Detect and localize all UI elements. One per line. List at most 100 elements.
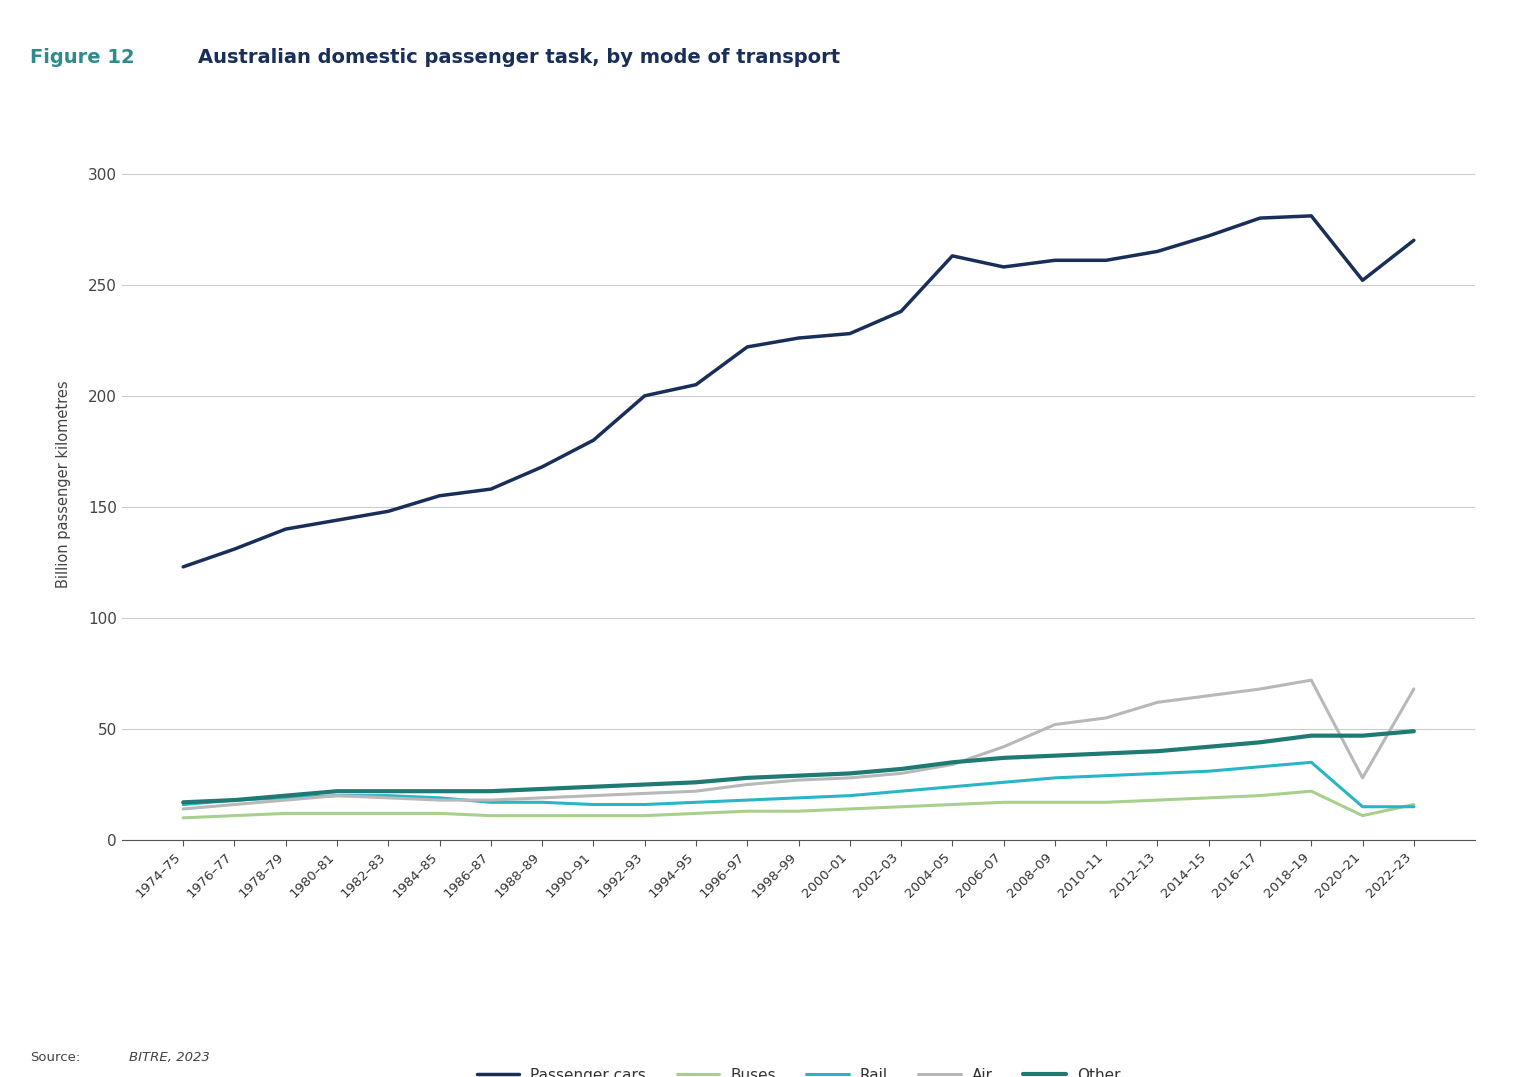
Other xyxy=(584,780,602,793)
Y-axis label: Billion passenger kilometres: Billion passenger kilometres xyxy=(56,381,71,588)
Line: Buses: Buses xyxy=(183,792,1415,817)
Air xyxy=(277,794,295,807)
Passenger cars xyxy=(225,543,243,556)
Air xyxy=(1302,674,1320,687)
Rail xyxy=(789,792,808,805)
Buses xyxy=(1250,789,1269,802)
Rail xyxy=(225,794,243,807)
Text: Source:: Source: xyxy=(30,1051,81,1064)
Air xyxy=(225,798,243,811)
Buses xyxy=(532,809,551,822)
Other xyxy=(277,789,295,802)
Other xyxy=(482,785,500,798)
Other xyxy=(1148,745,1167,758)
Text: Australian domestic passenger task, by mode of transport: Australian domestic passenger task, by m… xyxy=(198,48,840,68)
Rail xyxy=(1250,760,1269,773)
Air xyxy=(482,794,500,807)
Legend: Passenger cars, Buses, Rail, Air, Other: Passenger cars, Buses, Rail, Air, Other xyxy=(470,1061,1127,1077)
Air xyxy=(532,792,551,805)
Rail xyxy=(841,789,859,802)
Line: Rail: Rail xyxy=(183,763,1415,807)
Air xyxy=(379,792,397,805)
Rail xyxy=(1148,767,1167,780)
Rail xyxy=(329,789,347,802)
Air xyxy=(738,778,756,791)
Buses xyxy=(277,807,295,820)
Passenger cars xyxy=(1097,254,1115,267)
Passenger cars xyxy=(1200,229,1218,242)
Rail xyxy=(532,796,551,809)
Air xyxy=(789,773,808,786)
Rail xyxy=(738,794,756,807)
Rail xyxy=(1097,769,1115,782)
Text: Figure 12: Figure 12 xyxy=(30,48,135,68)
Buses xyxy=(173,811,192,824)
Rail xyxy=(687,796,706,809)
Rail xyxy=(1405,800,1424,813)
Passenger cars xyxy=(532,461,551,474)
Passenger cars xyxy=(1046,254,1065,267)
Other xyxy=(1200,740,1218,753)
Buses xyxy=(584,809,602,822)
Rail xyxy=(636,798,654,811)
Rail xyxy=(1354,800,1372,813)
Text: BITRE, 2023: BITRE, 2023 xyxy=(129,1051,210,1064)
Air xyxy=(173,802,192,815)
Buses xyxy=(943,798,961,811)
Passenger cars xyxy=(738,340,756,353)
Rail xyxy=(891,785,910,798)
Other xyxy=(789,769,808,782)
Other xyxy=(1250,736,1269,749)
Rail xyxy=(584,798,602,811)
Buses xyxy=(891,800,910,813)
Air xyxy=(995,740,1013,753)
Air xyxy=(1354,771,1372,784)
Passenger cars xyxy=(1405,234,1424,247)
Buses xyxy=(687,807,706,820)
Air xyxy=(584,789,602,802)
Buses xyxy=(482,809,500,822)
Passenger cars xyxy=(789,332,808,345)
Passenger cars xyxy=(687,378,706,391)
Passenger cars xyxy=(482,482,500,495)
Air xyxy=(329,789,347,802)
Rail xyxy=(482,796,500,809)
Line: Passenger cars: Passenger cars xyxy=(183,215,1415,567)
Passenger cars xyxy=(943,250,961,263)
Other xyxy=(891,763,910,775)
Line: Air: Air xyxy=(183,681,1415,809)
Passenger cars xyxy=(277,522,295,535)
Line: Other: Other xyxy=(183,731,1415,802)
Rail xyxy=(277,792,295,805)
Buses xyxy=(841,802,859,815)
Passenger cars xyxy=(1148,244,1167,257)
Other xyxy=(1302,729,1320,742)
Passenger cars xyxy=(1354,274,1372,286)
Other xyxy=(1405,725,1424,738)
Other xyxy=(1097,747,1115,760)
Buses xyxy=(225,809,243,822)
Air xyxy=(891,767,910,780)
Buses xyxy=(1097,796,1115,809)
Buses xyxy=(379,807,397,820)
Buses xyxy=(789,805,808,817)
Other xyxy=(329,785,347,798)
Rail xyxy=(1046,771,1065,784)
Buses xyxy=(1046,796,1065,809)
Passenger cars xyxy=(891,305,910,318)
Rail xyxy=(943,780,961,793)
Air xyxy=(1097,712,1115,725)
Other xyxy=(173,796,192,809)
Air xyxy=(841,771,859,784)
Buses xyxy=(995,796,1013,809)
Passenger cars xyxy=(636,390,654,403)
Buses xyxy=(430,807,449,820)
Passenger cars xyxy=(329,514,347,527)
Air xyxy=(1405,683,1424,696)
Rail xyxy=(430,792,449,805)
Other xyxy=(1354,729,1372,742)
Other xyxy=(943,756,961,769)
Rail xyxy=(173,798,192,811)
Passenger cars xyxy=(379,505,397,518)
Passenger cars xyxy=(995,261,1013,274)
